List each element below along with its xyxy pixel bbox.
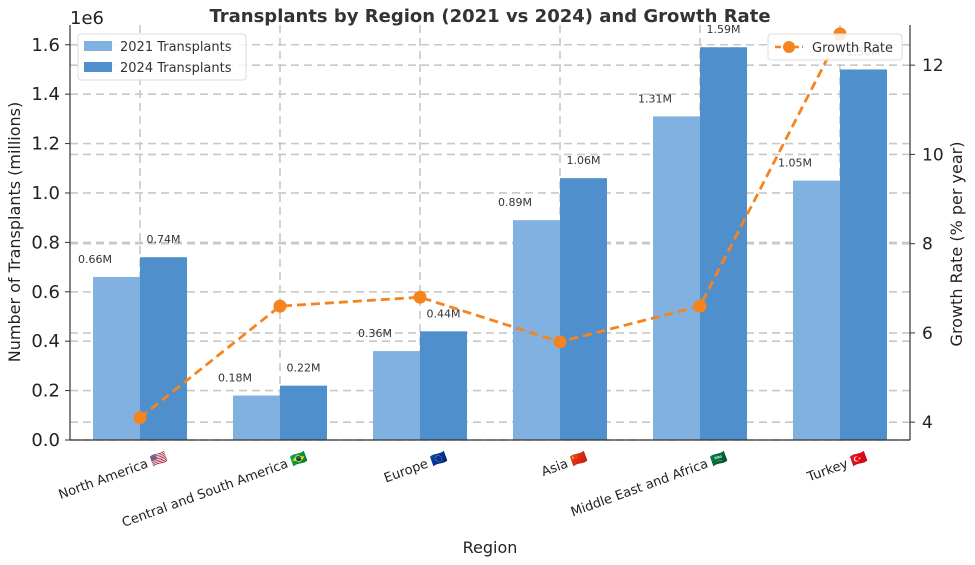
category-label-3: Asia 🇨🇳 bbox=[540, 450, 590, 480]
label-2021-0: 0.66M bbox=[78, 253, 112, 266]
y-tick-label: 0.2 bbox=[31, 381, 60, 402]
bar-2021-1 bbox=[233, 395, 280, 440]
label-2021-4: 1.31M bbox=[638, 92, 672, 105]
growth-rate-point-0 bbox=[133, 411, 147, 425]
growth-rate-point-4 bbox=[693, 299, 707, 313]
grid bbox=[70, 25, 910, 441]
legend-line-frame bbox=[767, 33, 903, 61]
y2-tick-label: 8 bbox=[922, 235, 933, 255]
x-axis-title: Region bbox=[463, 538, 518, 557]
y2-tick-label: 4 bbox=[922, 413, 933, 433]
y2-tick-label: 12 bbox=[922, 56, 944, 76]
category-label-2: Europe 🇪🇺 bbox=[382, 450, 449, 487]
bar-2024-1 bbox=[280, 385, 327, 440]
category-label-5: Turkey 🇹🇷 bbox=[804, 450, 869, 486]
legend-bars: 2021 Transplants 2024 Transplants bbox=[77, 33, 247, 81]
bar-2024-5 bbox=[840, 69, 887, 440]
bar-2024-2 bbox=[420, 331, 467, 440]
category-labels: North America 🇺🇸Central and South Americ… bbox=[57, 450, 870, 531]
bar-2021-5 bbox=[793, 180, 840, 440]
chart-title: Transplants by Region (2021 vs 2024) and… bbox=[209, 6, 770, 27]
y2-axis-title: Growth Rate (% per year) bbox=[947, 142, 966, 347]
y-tick-label: 0.0 bbox=[31, 430, 60, 451]
legend-bars-frame bbox=[77, 33, 247, 81]
offset-text: 1e6 bbox=[70, 8, 104, 29]
bar-2024-0 bbox=[140, 257, 187, 440]
bar-2024-4 bbox=[700, 47, 747, 440]
label-2021-3: 0.89M bbox=[498, 196, 532, 209]
legend-line-marker bbox=[783, 41, 795, 53]
axes bbox=[69, 25, 911, 441]
category-label-4: Middle East and Africa 🇸🇦 bbox=[569, 450, 729, 521]
label-2021-2: 0.36M bbox=[358, 327, 392, 340]
label-2021-5: 1.05M bbox=[778, 157, 812, 170]
y-axis-title: Number of Transplants (millions) bbox=[5, 102, 24, 363]
legend-label-growth-rate: Growth Rate bbox=[812, 41, 893, 56]
label-2024-4: 1.59M bbox=[707, 23, 741, 36]
growth-rate-point-2 bbox=[413, 290, 427, 304]
y-tick-label: 0.8 bbox=[31, 232, 60, 253]
legend-swatch-2021 bbox=[84, 41, 112, 51]
legend-line: Growth Rate bbox=[767, 33, 903, 61]
bar-2021-4 bbox=[653, 116, 700, 441]
label-2024-0: 0.74M bbox=[147, 233, 181, 246]
label-2024-1: 0.22M bbox=[287, 362, 321, 375]
y2-tick-label: 6 bbox=[922, 324, 933, 344]
growth-rate-point-3 bbox=[553, 335, 567, 349]
legend-label-2021: 2021 Transplants bbox=[120, 40, 232, 55]
y-tick-label: 1.2 bbox=[31, 134, 60, 155]
legend-swatch-2024 bbox=[84, 62, 112, 72]
category-label-0: North America 🇺🇸 bbox=[57, 450, 170, 503]
growth-rate-line bbox=[133, 27, 847, 425]
bar-2024-3 bbox=[560, 178, 607, 440]
tick-labels: 0.0 0.2 0.4 0.6 0.8 1.0 1.2 1.4 1.6 4 6 8 10 12 bbox=[31, 35, 943, 451]
legend-label-2024: 2024 Transplants bbox=[120, 61, 232, 76]
bar-2021-2 bbox=[373, 351, 420, 440]
growth-rate-polyline bbox=[139, 33, 842, 419]
y-tick-label: 1.4 bbox=[31, 84, 60, 105]
y-tick-label: 1.6 bbox=[31, 35, 60, 56]
y-tick-label: 1.0 bbox=[31, 183, 60, 204]
bars bbox=[93, 47, 887, 441]
y-tick-label: 0.4 bbox=[31, 331, 60, 352]
label-2021-1: 0.18M bbox=[218, 372, 252, 385]
y-tick-label: 0.6 bbox=[31, 282, 60, 303]
growth-rate-point-1 bbox=[273, 299, 287, 313]
bar-2021-0 bbox=[93, 276, 140, 440]
y2-tick-label: 10 bbox=[922, 145, 944, 165]
label-2024-3: 1.06M bbox=[567, 154, 601, 167]
label-2024-2: 0.44M bbox=[427, 307, 461, 320]
